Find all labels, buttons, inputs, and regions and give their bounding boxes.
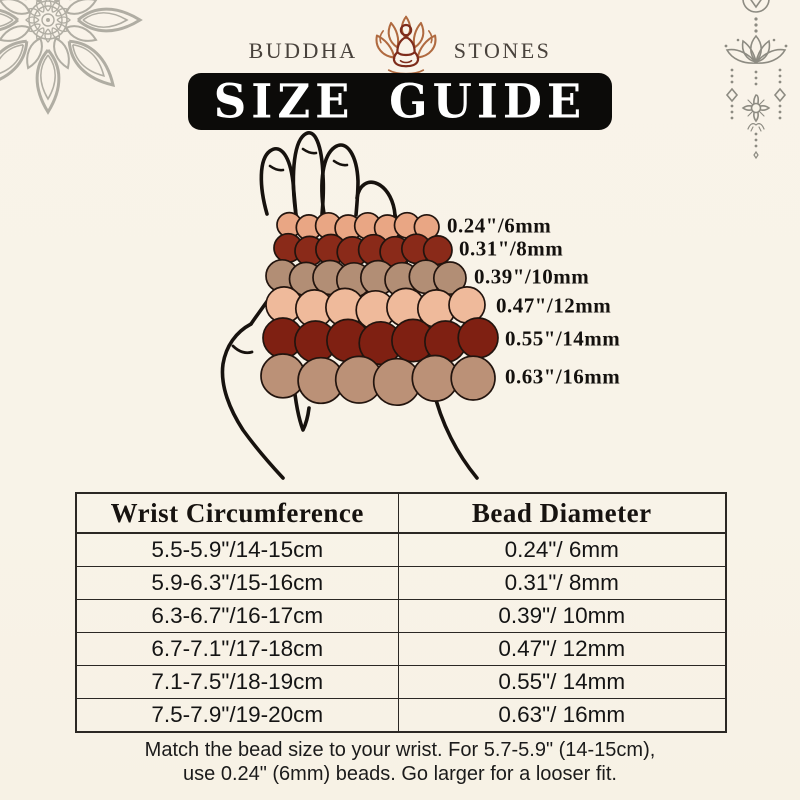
bead-cell: 0.39"/ 10mm <box>397 599 727 633</box>
wrist-cell: 6.3-6.7"/16-17cm <box>75 599 399 633</box>
bead <box>432 261 467 296</box>
bead-size-label: 0.31"/8mm <box>459 236 564 261</box>
bead <box>457 317 499 359</box>
col-header-bead: Bead Diameter <box>397 492 727 534</box>
size-table: Wrist Circumference Bead Diameter 5.5-5.… <box>75 492 727 733</box>
bead-size-label: 0.55"/14mm <box>505 326 621 351</box>
bracelet-row <box>262 317 499 366</box>
page-title: SIZE GUIDE <box>213 73 587 130</box>
bead-size-label: 0.63"/16mm <box>505 364 621 389</box>
bead-size-label: 0.47"/12mm <box>496 293 612 318</box>
fit-note-line2: use 0.24" (6mm) beads. Go larger for a l… <box>183 763 617 786</box>
bracelet-stack <box>260 211 499 407</box>
bead-size-label: 0.24"/6mm <box>447 213 552 238</box>
fit-note-line1: Match the bead size to your wrist. For 5… <box>144 739 656 761</box>
table-header-row: Wrist Circumference Bead Diameter <box>75 492 727 534</box>
bead-cell: 0.47"/ 12mm <box>397 632 727 666</box>
brand-name-left: BUDDHA <box>248 38 358 63</box>
brand-logo: BUDDHA <box>0 10 800 80</box>
bead-cell: 0.55"/ 14mm <box>397 665 727 699</box>
wrist-cell: 7.5-7.9"/19-20cm <box>75 698 399 733</box>
wrist-cell: 6.7-7.1"/17-18cm <box>75 632 399 666</box>
wrist-cell: 5.9-6.3"/15-16cm <box>75 566 399 600</box>
bead-cell: 0.24"/ 6mm <box>397 532 727 567</box>
table-row: 7.1-7.5"/18-19cm 0.55"/ 14mm <box>75 665 727 699</box>
bead-cell: 0.31"/ 8mm <box>397 566 727 600</box>
bracelet-row <box>260 353 496 407</box>
bracelet-row <box>273 232 453 268</box>
col-header-wrist: Wrist Circumference <box>75 492 399 534</box>
bead-size-label: 0.39"/10mm <box>474 264 590 289</box>
table-row: 5.5-5.9"/14-15cm 0.24"/ 6mm <box>75 532 727 567</box>
bracelet-row <box>265 286 486 331</box>
brand-name-right: STONES <box>453 38 552 63</box>
fit-note: Match the bead size to your wrist. For 5… <box>0 738 800 787</box>
hanging-lotus-ornament-icon <box>724 0 788 160</box>
bracelet-row <box>276 211 440 243</box>
table-row: 6.3-6.7"/16-17cm 0.39"/ 10mm <box>75 599 727 633</box>
table-row: 6.7-7.1"/17-18cm 0.47"/ 12mm <box>75 632 727 666</box>
wrist-cell: 5.5-5.9"/14-15cm <box>75 532 399 567</box>
mandala-flower-icon <box>0 0 142 114</box>
bead-cell: 0.63"/ 16mm <box>397 698 727 733</box>
bead <box>450 355 496 401</box>
size-guide-banner: SIZE GUIDE <box>188 73 612 130</box>
table-row: 7.5-7.9"/19-20cm 0.63"/ 16mm <box>75 698 727 733</box>
wrist-cell: 7.1-7.5"/18-19cm <box>75 665 399 699</box>
table-row: 5.9-6.3"/15-16cm 0.31"/ 8mm <box>75 566 727 600</box>
